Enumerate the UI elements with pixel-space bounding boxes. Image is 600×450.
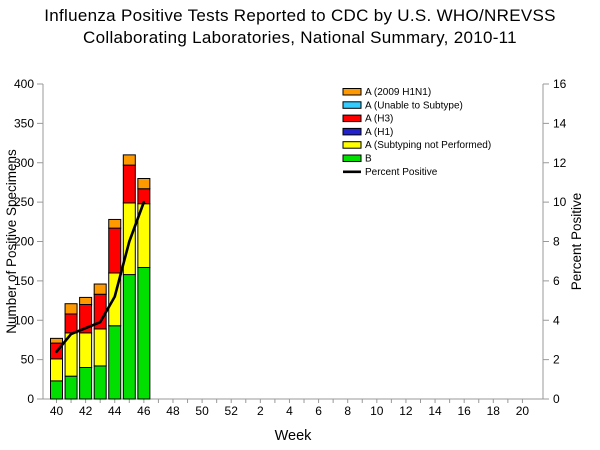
left-axis-tick-label: 350 (14, 116, 34, 130)
x-axis-tick-label: 20 (516, 404, 530, 418)
left-axis-tick-label: 0 (27, 392, 34, 406)
legend-swatch (342, 141, 362, 149)
bar-segment-week-42 (79, 296, 93, 306)
x-axis-tick-label: 46 (137, 404, 151, 418)
right-axis-title: Percent Positive (569, 193, 584, 291)
bar-segment-week-43 (93, 328, 107, 367)
left-axis-tick-label: 150 (14, 274, 34, 288)
legend-label: A (Subtyping not Performed) (365, 140, 491, 151)
x-axis-tick-label: 2 (257, 404, 264, 418)
x-axis-tick-label: 18 (487, 404, 501, 418)
right-axis-tick-label: 4 (553, 313, 560, 327)
x-axis-tick-label: 48 (166, 404, 180, 418)
right-axis-tick-label: 0 (553, 392, 560, 406)
bar-segment-week-44 (108, 227, 122, 274)
bar-segment-week-41 (64, 313, 78, 334)
legend-label: B (365, 154, 372, 165)
legend-label: A (H1) (365, 127, 393, 138)
bar-segment-week-40 (50, 358, 63, 382)
bar-segment-week-44 (108, 325, 122, 400)
bar-segment-week-43 (93, 365, 107, 400)
x-axis-tick-label: 50 (195, 404, 209, 418)
right-axis-tick-label: 2 (553, 353, 560, 367)
x-axis-tick-label: 4 (286, 404, 293, 418)
legend-swatch (342, 127, 362, 136)
x-axis-tick-label: 12 (399, 404, 413, 418)
left-axis-tick-label: 250 (14, 195, 34, 209)
x-axis-tick-label: 6 (315, 404, 322, 418)
x-axis-title: Week (275, 428, 313, 444)
bar-segment-week-43 (93, 283, 107, 295)
left-axis-tick-label: 400 (14, 77, 34, 91)
percent-positive-line (55, 200, 146, 354)
legend-swatch (342, 101, 362, 109)
legend-label: A (H3) (365, 114, 393, 125)
left-axis-tick-label: 50 (21, 353, 35, 367)
bar-segment-week-41 (64, 303, 78, 315)
bar-segment-week-42 (79, 367, 93, 400)
bar-segment-week-42 (79, 332, 93, 369)
bar-segment-week-40 (50, 337, 63, 344)
x-axis-tick-label: 44 (108, 404, 122, 418)
right-axis-tick-label: 6 (553, 274, 560, 288)
x-axis-tick-label: 14 (428, 404, 442, 418)
legend-swatch (342, 114, 362, 123)
left-axis-tick-label: 300 (14, 156, 34, 170)
x-axis-tick-label: 16 (458, 404, 472, 418)
left-axis-tick-label: 200 (14, 235, 34, 249)
left-axis-tick-label: 100 (14, 313, 34, 327)
x-axis-tick-label: 52 (225, 404, 239, 418)
bar-segment-week-40 (50, 380, 63, 400)
right-axis-tick-label: 16 (553, 77, 567, 91)
bar-segment-week-41 (64, 375, 78, 400)
right-axis-tick-label: 10 (553, 195, 567, 209)
left-axis-title: Number of Positive Specimens (4, 149, 19, 334)
right-axis-tick-label: 8 (553, 235, 560, 249)
legend-label: A (Unable to Subtype) (365, 100, 463, 111)
bar-segment-week-46 (137, 178, 151, 190)
legend-label: Percent Positive (365, 167, 438, 178)
right-axis-tick-label: 14 (553, 116, 567, 130)
legend-swatch (342, 88, 362, 96)
bar-segment-week-45 (122, 274, 136, 400)
chart-title-line1: Influenza Positive Tests Reported to CDC… (44, 6, 556, 25)
bar-segment-week-46 (137, 266, 151, 400)
x-axis-tick-label: 40 (50, 404, 64, 418)
chart-title-line2: Collaborating Laboratories, National Sum… (83, 28, 517, 47)
bar-segment-week-45 (122, 164, 136, 204)
right-axis-tick-label: 12 (553, 156, 567, 170)
bar-segment-week-45 (122, 154, 136, 166)
bar-segment-week-44 (108, 218, 122, 229)
x-axis-tick-label: 10 (370, 404, 384, 418)
legend-swatch (342, 154, 362, 162)
legend-label: A (2009 H1N1) (365, 87, 431, 98)
x-axis-tick-label: 8 (344, 404, 351, 418)
x-axis-tick-label: 42 (79, 404, 93, 418)
chart-title: Influenza Positive Tests Reported to CDC… (0, 5, 600, 49)
